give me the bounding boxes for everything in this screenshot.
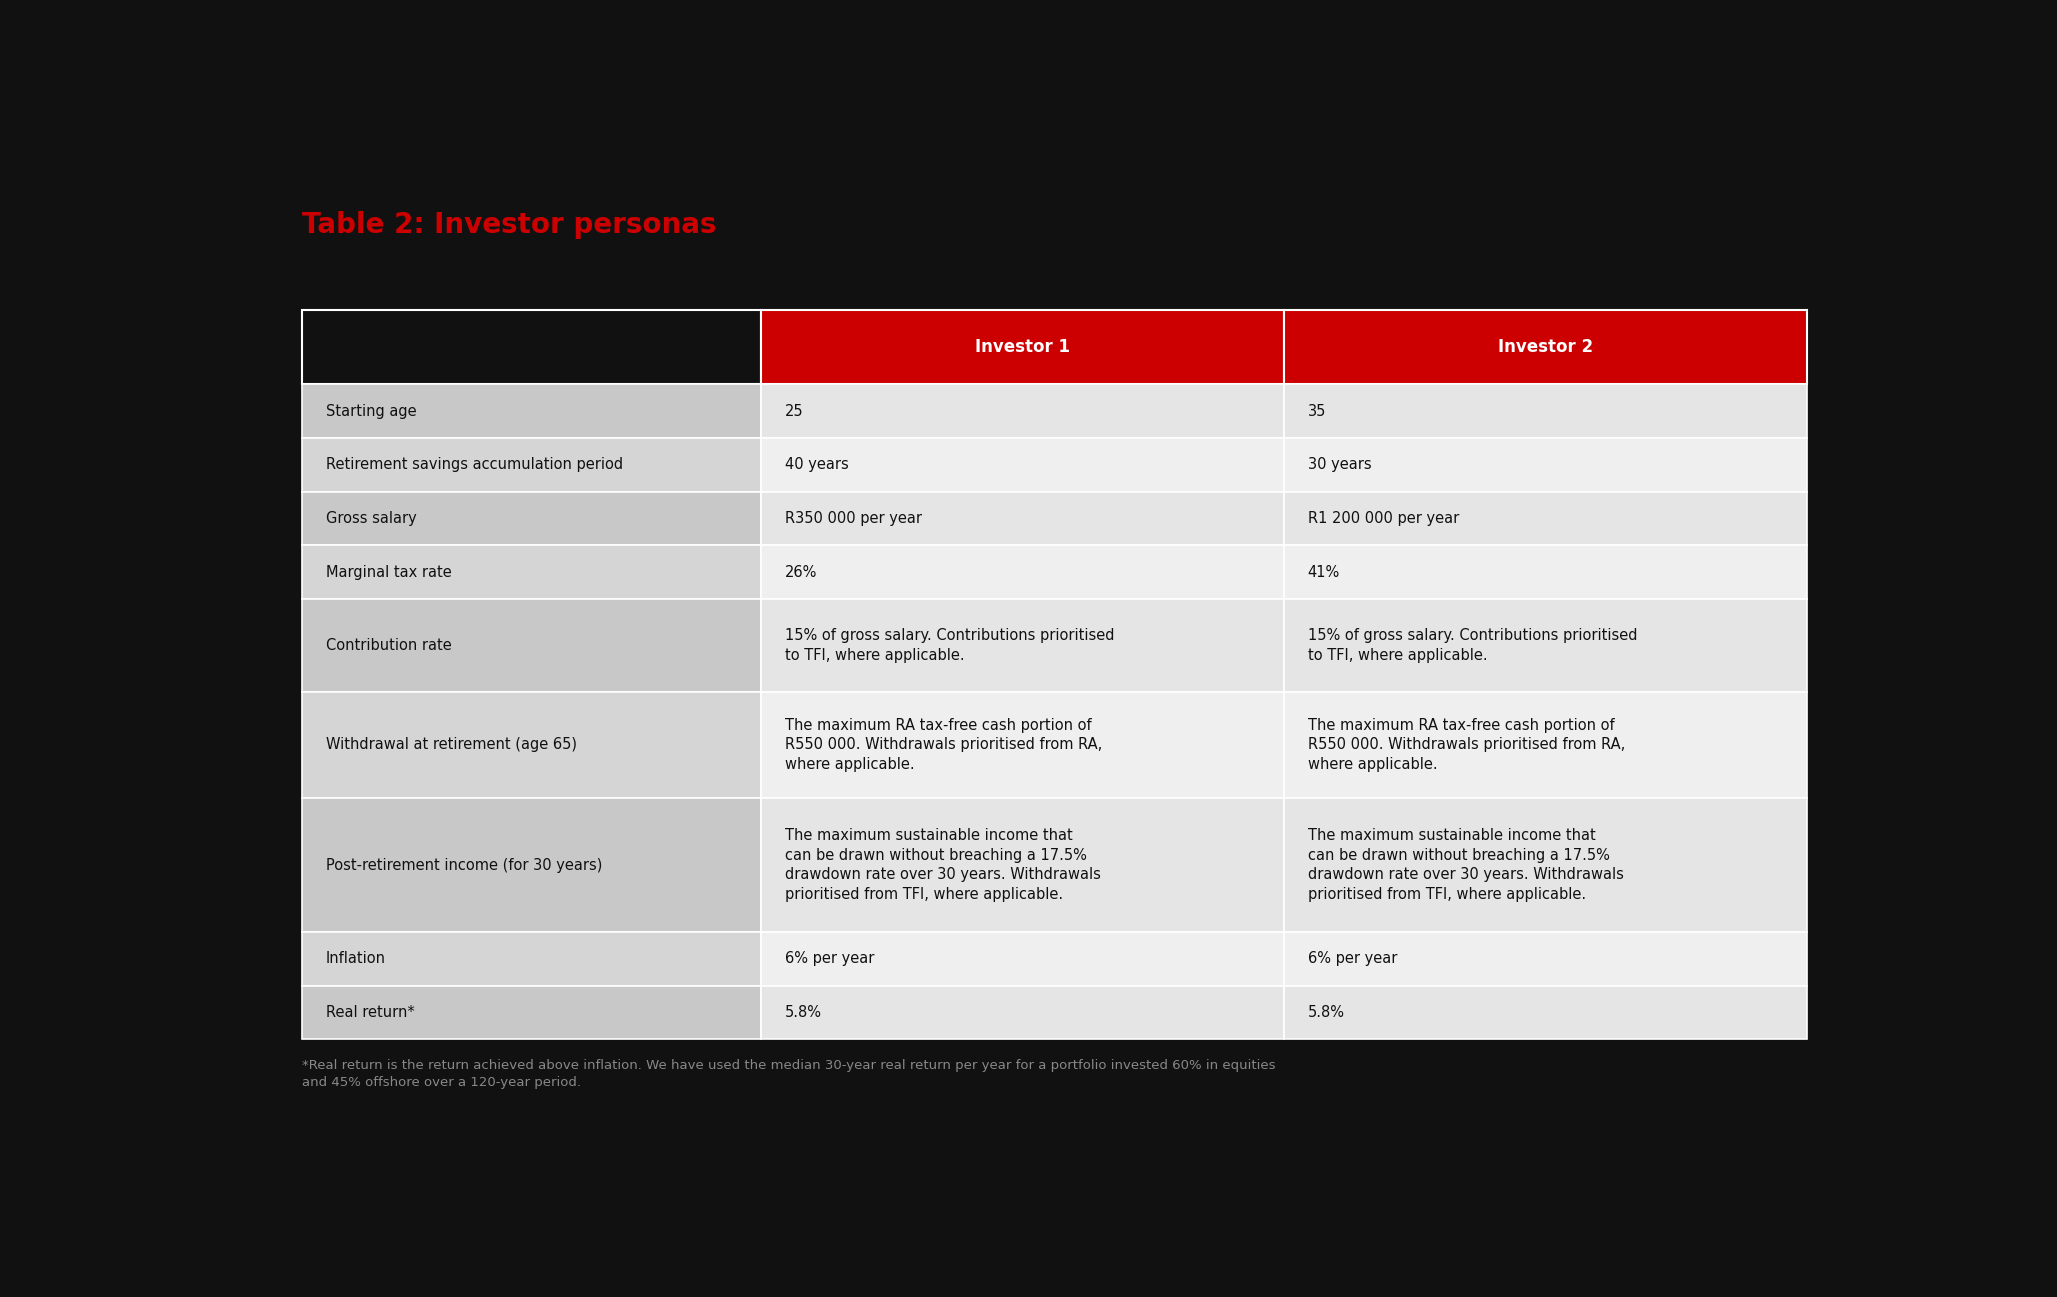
Text: 15% of gross salary. Contributions prioritised
to TFI, where applicable.: 15% of gross salary. Contributions prior… bbox=[784, 628, 1115, 663]
FancyBboxPatch shape bbox=[761, 691, 1284, 798]
FancyBboxPatch shape bbox=[1284, 798, 1806, 933]
Text: Real return*: Real return* bbox=[325, 1005, 413, 1021]
Text: The maximum RA tax-free cash portion of
R550 000. Withdrawals prioritised from R: The maximum RA tax-free cash portion of … bbox=[784, 717, 1103, 772]
Text: Marginal tax rate: Marginal tax rate bbox=[325, 564, 450, 580]
FancyBboxPatch shape bbox=[761, 933, 1284, 986]
FancyBboxPatch shape bbox=[302, 492, 761, 546]
FancyBboxPatch shape bbox=[1284, 599, 1806, 691]
Text: Investor 2: Investor 2 bbox=[1497, 339, 1592, 357]
Text: 6% per year: 6% per year bbox=[784, 952, 874, 966]
Text: 5.8%: 5.8% bbox=[784, 1005, 821, 1021]
FancyBboxPatch shape bbox=[1284, 438, 1806, 492]
Text: Starting age: Starting age bbox=[325, 403, 416, 419]
FancyBboxPatch shape bbox=[302, 798, 761, 933]
Text: R1 200 000 per year: R1 200 000 per year bbox=[1308, 511, 1458, 527]
FancyBboxPatch shape bbox=[761, 310, 1284, 384]
Text: 26%: 26% bbox=[784, 564, 817, 580]
Text: 25: 25 bbox=[784, 403, 804, 419]
Text: Post-retirement income (for 30 years): Post-retirement income (for 30 years) bbox=[325, 857, 603, 873]
Text: The maximum sustainable income that
can be drawn without breaching a 17.5%
drawd: The maximum sustainable income that can … bbox=[784, 827, 1100, 903]
FancyBboxPatch shape bbox=[302, 546, 761, 599]
FancyBboxPatch shape bbox=[761, 384, 1284, 438]
Text: Inflation: Inflation bbox=[325, 952, 385, 966]
Text: 35: 35 bbox=[1308, 403, 1327, 419]
Text: Contribution rate: Contribution rate bbox=[325, 638, 450, 652]
FancyBboxPatch shape bbox=[761, 438, 1284, 492]
FancyBboxPatch shape bbox=[302, 691, 761, 798]
FancyBboxPatch shape bbox=[302, 986, 761, 1039]
Text: 5.8%: 5.8% bbox=[1308, 1005, 1345, 1021]
FancyBboxPatch shape bbox=[1284, 691, 1806, 798]
Text: 6% per year: 6% per year bbox=[1308, 952, 1397, 966]
FancyBboxPatch shape bbox=[1284, 310, 1806, 384]
Text: 30 years: 30 years bbox=[1308, 458, 1372, 472]
FancyBboxPatch shape bbox=[761, 599, 1284, 691]
FancyBboxPatch shape bbox=[302, 384, 761, 438]
Text: Investor 1: Investor 1 bbox=[975, 339, 1070, 357]
FancyBboxPatch shape bbox=[302, 599, 761, 691]
FancyBboxPatch shape bbox=[761, 492, 1284, 546]
Text: 15% of gross salary. Contributions prioritised
to TFI, where applicable.: 15% of gross salary. Contributions prior… bbox=[1308, 628, 1637, 663]
FancyBboxPatch shape bbox=[1284, 492, 1806, 546]
Text: The maximum RA tax-free cash portion of
R550 000. Withdrawals prioritised from R: The maximum RA tax-free cash portion of … bbox=[1308, 717, 1625, 772]
Text: Gross salary: Gross salary bbox=[325, 511, 416, 527]
Text: Table 2: Investor personas: Table 2: Investor personas bbox=[302, 210, 716, 239]
Text: 40 years: 40 years bbox=[784, 458, 847, 472]
Text: 41%: 41% bbox=[1308, 564, 1339, 580]
FancyBboxPatch shape bbox=[761, 986, 1284, 1039]
Text: *Real return is the return achieved above inflation. We have used the median 30-: *Real return is the return achieved abov… bbox=[302, 1060, 1275, 1089]
FancyBboxPatch shape bbox=[302, 310, 761, 384]
FancyBboxPatch shape bbox=[761, 798, 1284, 933]
FancyBboxPatch shape bbox=[302, 438, 761, 492]
FancyBboxPatch shape bbox=[1284, 933, 1806, 986]
FancyBboxPatch shape bbox=[1284, 986, 1806, 1039]
Text: Withdrawal at retirement (age 65): Withdrawal at retirement (age 65) bbox=[325, 737, 576, 752]
Text: The maximum sustainable income that
can be drawn without breaching a 17.5%
drawd: The maximum sustainable income that can … bbox=[1308, 827, 1623, 903]
Text: R350 000 per year: R350 000 per year bbox=[784, 511, 922, 527]
FancyBboxPatch shape bbox=[1284, 384, 1806, 438]
Text: Retirement savings accumulation period: Retirement savings accumulation period bbox=[325, 458, 623, 472]
FancyBboxPatch shape bbox=[761, 546, 1284, 599]
FancyBboxPatch shape bbox=[1284, 546, 1806, 599]
FancyBboxPatch shape bbox=[302, 933, 761, 986]
